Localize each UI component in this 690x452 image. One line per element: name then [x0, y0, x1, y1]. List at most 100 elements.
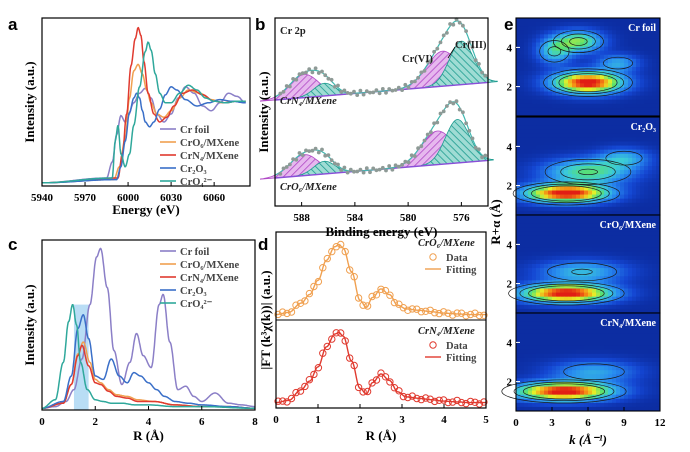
data-point: [354, 383, 363, 392]
heat-cell: [584, 174, 589, 179]
heat-cell: [592, 243, 597, 249]
heat-cell: [556, 210, 561, 216]
heat-cell: [628, 292, 633, 298]
heat-cell: [648, 22, 653, 27]
heat-cell: [644, 202, 649, 208]
heat-cell: [544, 75, 549, 80]
heat-cell: [596, 125, 601, 130]
heat-cell: [640, 194, 645, 200]
heat-cell: [524, 398, 529, 404]
heat-cell: [620, 292, 625, 298]
heat-cell: [652, 157, 657, 163]
heat-cell: [652, 317, 657, 322]
heat-cell: [588, 264, 593, 269]
heat-cell: [628, 308, 633, 314]
heat-cell: [536, 264, 541, 269]
heat-cell: [616, 239, 621, 244]
heat-cell: [516, 145, 521, 151]
heat-cell: [556, 42, 561, 47]
heat-cell: [556, 153, 561, 159]
heat-cell: [520, 374, 525, 379]
heat-cell: [544, 337, 549, 342]
heat-cell: [524, 178, 529, 183]
heat-cell: [548, 71, 553, 76]
heat-cell: [636, 117, 641, 122]
heat-cell: [612, 321, 617, 326]
heat-cell: [568, 91, 573, 96]
heat-cell: [548, 67, 553, 72]
heat-cell: [528, 357, 533, 363]
heat-cell: [536, 292, 541, 298]
heat-cell: [524, 174, 529, 179]
heat-cell: [644, 227, 649, 232]
heat-cell: [552, 215, 557, 220]
data-point: [316, 150, 321, 155]
legend-data-label: Data: [446, 253, 468, 264]
heat-cell: [632, 141, 637, 146]
data-point: [314, 277, 323, 286]
heat-cell: [624, 280, 629, 285]
heat-cell: [572, 91, 577, 96]
data-point: [278, 308, 287, 316]
data-point: [368, 170, 372, 175]
heat-cell: [608, 329, 613, 334]
data-point: [326, 76, 331, 81]
heat-cell: [604, 99, 609, 105]
heat-cell: [652, 251, 657, 257]
heat-cell: [532, 182, 537, 187]
heat-cell: [588, 178, 593, 183]
data-point: [408, 392, 416, 400]
heat-cell: [560, 313, 565, 318]
heat-cell: [572, 50, 577, 56]
heat-cell: [524, 149, 529, 155]
heat-cell: [652, 378, 657, 383]
heat-cell: [612, 58, 617, 64]
heat-cell: [584, 149, 589, 155]
heat-cell: [616, 87, 621, 92]
heat-cell: [552, 153, 557, 159]
heat-cell: [616, 26, 621, 31]
heat-cell: [632, 219, 637, 224]
heat-cell: [560, 141, 565, 146]
heat-cell: [620, 329, 625, 334]
heat-cell: [596, 378, 601, 383]
heat-cell: [616, 378, 621, 383]
data-point: [467, 40, 472, 44]
heat-cell: [536, 215, 541, 220]
heat-cell: [572, 402, 577, 408]
data-point: [314, 364, 323, 372]
heat-cell: [644, 333, 649, 338]
heat-cell: [656, 239, 661, 244]
heat-cell: [548, 276, 553, 281]
heat-cell: [516, 378, 521, 383]
heat-cell: [612, 83, 617, 88]
heat-cell: [624, 321, 629, 326]
heat-cell: [528, 107, 533, 113]
heat-cell: [544, 71, 549, 76]
data-point: [307, 149, 312, 154]
heat-cell: [612, 145, 617, 151]
heat-cell: [588, 111, 593, 117]
heat-cell: [596, 341, 601, 347]
heat-cell: [564, 292, 569, 298]
heat-cell: [560, 357, 565, 363]
data-point: [425, 132, 430, 137]
heat-cell: [640, 26, 645, 31]
heat-cell: [648, 117, 653, 122]
heat-cell: [564, 161, 569, 167]
heat-cell: [588, 186, 593, 191]
heat-cell: [632, 50, 637, 56]
heat-cell: [548, 91, 553, 96]
heat-cell: [592, 133, 597, 138]
heat-cell: [600, 300, 605, 306]
heat-cell: [608, 231, 613, 236]
heat-cell: [560, 58, 565, 64]
heat-cell: [548, 161, 553, 167]
heat-cell: [524, 71, 529, 76]
heat-cell: [532, 99, 537, 105]
heat-cell: [560, 22, 565, 27]
heat-cell: [572, 166, 577, 171]
heat-cell: [596, 313, 601, 318]
heat-cell: [588, 87, 593, 92]
heat-cell: [548, 247, 553, 253]
